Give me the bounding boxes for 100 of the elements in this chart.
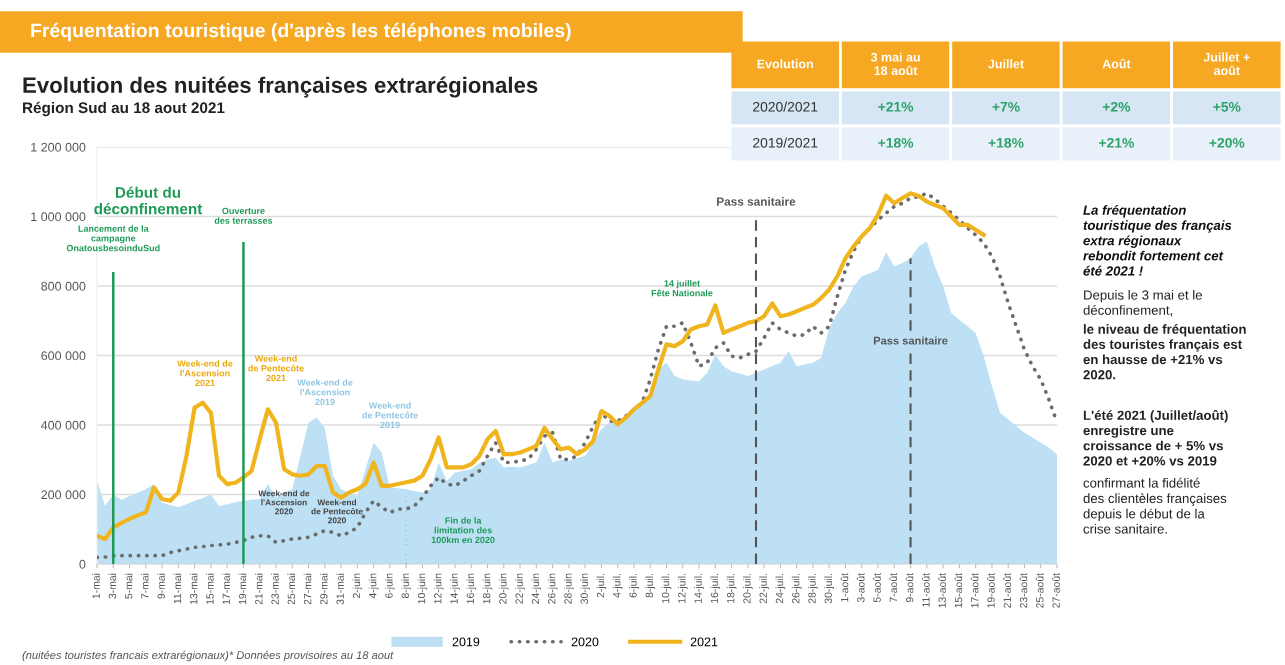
ref-line-label: Ouverture des terrasses: [214, 207, 273, 224]
ref-line-label: Lancement de la campagne OnatousbesoinduSud: [66, 225, 160, 252]
x-tick-label: 13-août: [938, 573, 946, 608]
annotation: Week-end de l'Ascension 2020: [258, 490, 310, 515]
x-tick-label: 20-juin: [498, 573, 509, 604]
text: Depuis le 3 mai et le déconfinement,: [1083, 290, 1202, 317]
x-tick-label: 10-juin: [417, 573, 428, 604]
x-tick-label: 18-juil.: [726, 573, 737, 603]
x-tick-label: 24-juil.: [775, 573, 786, 604]
x-tick-label: 22-juin: [515, 573, 525, 604]
x-tick-label: 28-juin: [564, 573, 574, 604]
x-tick-label: 23-mai: [271, 573, 279, 605]
y-tick-label: 200 000: [41, 490, 86, 500]
x-tick-label: 21-août: [1003, 573, 1011, 608]
y-tick-label: 0: [79, 559, 86, 569]
x-tick-label: 6-juin: [385, 573, 395, 598]
x-tick-label: 25-mai: [287, 573, 296, 605]
x-tick-label: 5-mai: [124, 573, 133, 599]
y-tick-label: 800 000: [41, 281, 86, 291]
ref-line-label: Pass sanitaire: [717, 197, 796, 206]
x-tick-label: 1-août: [840, 573, 849, 602]
x-tick-label: 10-juil.: [661, 573, 672, 603]
x-tick-label: 26-juin: [547, 573, 558, 604]
text: Région Sud au 18 aout 2021: [23, 101, 225, 117]
text: +20%: [1209, 137, 1245, 148]
category-label: 2020/2021: [753, 101, 818, 112]
x-tick-label: 9-août: [905, 573, 914, 603]
x-tick-label: 23-août: [1019, 573, 1028, 608]
text: +2%: [1102, 101, 1131, 112]
x-tick-label: 16-juin: [466, 573, 477, 604]
x-tick-label: 1-mai: [92, 573, 100, 599]
text: le niveau de fréquentation des touristes français est en hausse de +21% vs 2020.: [1083, 324, 1246, 380]
x-tick-label: 25-août: [1035, 573, 1044, 608]
ref-line-label: Pass sanitaire: [873, 336, 948, 345]
text: L'été 2021 (Juillet/août) enregistre une croissance de + 5% vs 2020 et +20% vs 2019: [1083, 410, 1228, 466]
x-tick-label: 17-août: [970, 573, 979, 608]
x-tick-label: 6-juil.: [629, 573, 639, 598]
x-tick-label: 11-mai: [173, 573, 182, 604]
x-tick-label: 28-juil.: [808, 573, 818, 604]
x-tick-label: 26-juil.: [791, 573, 802, 604]
text: La fréquentation touristique des français extra régionaux rebondit fortement cet été 2021 !: [1083, 205, 1232, 276]
text: +18%: [878, 137, 914, 148]
x-tick-label: 21-mai: [254, 573, 263, 605]
text: +21%: [878, 101, 914, 112]
category-label: Juillet + août: [1203, 52, 1250, 76]
text: (nuitées touristes francais extrarégionaux)* Données provisoires au 18 aout: [22, 650, 394, 662]
annotation: 14 juillet Fête Nationale: [651, 279, 713, 297]
x-tick-label: 7-mai: [140, 573, 149, 599]
y-tick-label: 1 000 000: [31, 212, 86, 222]
category-label: 2019/2021: [753, 137, 818, 148]
y-tick-label: 600 000: [41, 351, 86, 361]
category-label: Juillet: [988, 59, 1024, 69]
legend-label: 2020: [571, 637, 599, 647]
text: +7%: [992, 101, 1020, 112]
x-tick-label: 30-juin: [580, 573, 590, 604]
x-tick-label: 7-août: [889, 573, 898, 603]
x-tick-label: 8-juin: [401, 573, 412, 599]
x-tick-label: 19-mai: [238, 573, 247, 605]
chart-subtitle: Evolution des nuitées françaises extrarégionales: [23, 76, 538, 98]
x-tick-label: 4-juil.: [612, 573, 623, 598]
x-tick-label: 27-août: [1052, 573, 1060, 608]
annotation: Début du déconfinement: [94, 186, 203, 215]
x-tick-label: 19-août: [987, 573, 995, 608]
annotation: Week-end de Pentecôte 2020: [311, 499, 363, 524]
category-label: Août: [1102, 58, 1131, 69]
x-tick-label: 2-juin: [352, 573, 363, 598]
category-label: 3 mai au 18 août: [870, 52, 920, 76]
x-tick-label: 2-juil.: [596, 573, 607, 598]
x-tick-label: 11-août: [921, 573, 930, 607]
x-tick-label: 29-mai: [319, 573, 328, 605]
chart-title: Fréquentation touristique (d'après les téléphones mobiles): [31, 22, 571, 42]
text: confirmant la fidélité des clientèles françaises depuis le début de la crise sanitaire.: [1083, 477, 1227, 534]
x-tick-label: 12-juil.: [677, 573, 688, 603]
x-tick-label: 20-juil.: [742, 573, 753, 604]
text: +5%: [1213, 101, 1241, 112]
x-tick-label: 27-mai: [303, 573, 312, 605]
x-tick-label: 30-juil.: [824, 573, 835, 604]
x-tick-label: 3-mai: [108, 573, 117, 599]
x-tick-label: 17-mai: [222, 573, 230, 605]
x-tick-label: 31-mai: [336, 573, 344, 605]
x-tick-label: 24-juin: [531, 573, 542, 604]
annotation: Week-end de l'Ascension 2021: [177, 360, 233, 387]
x-tick-label: 14-juin: [450, 573, 460, 604]
legend-label: 2019: [452, 637, 480, 647]
text: +21%: [1099, 137, 1134, 148]
x-tick-label: 5-août: [873, 573, 881, 603]
x-tick-label: 16-juil.: [710, 573, 721, 603]
text: +18%: [988, 137, 1024, 148]
legend-label: 2021: [690, 637, 718, 647]
x-tick-label: 22-juil.: [759, 573, 769, 604]
x-tick-label: 9-mai: [157, 573, 165, 599]
x-tick-label: 13-mai: [189, 573, 198, 605]
x-tick-label: 15-mai: [206, 573, 214, 605]
x-tick-label: 8-juil.: [645, 573, 656, 598]
x-tick-label: 14-juil.: [694, 573, 704, 603]
ref-line-label: Fin de la limitation des 100km en 2020: [431, 517, 495, 544]
y-tick-label: 1 200 000: [31, 142, 86, 152]
x-tick-label: 15-août: [954, 573, 963, 608]
x-tick-label: 3-août: [856, 573, 865, 603]
x-tick-label: 18-juin: [482, 573, 493, 604]
